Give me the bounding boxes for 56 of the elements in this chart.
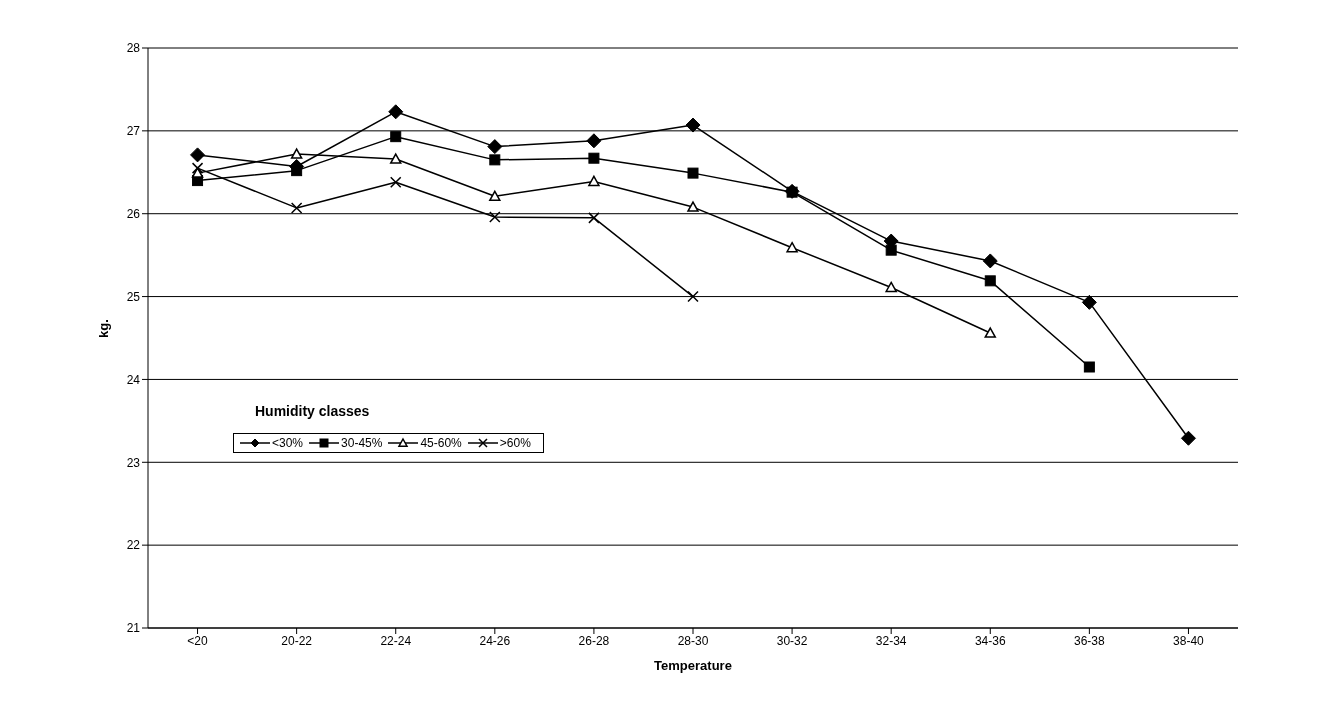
x-tick-label: 38-40	[1173, 633, 1205, 648]
x-tick-label: 32-34	[875, 633, 907, 648]
point	[586, 133, 602, 149]
point	[1180, 430, 1196, 446]
point	[489, 211, 501, 223]
legend-label: >60%	[499, 436, 531, 450]
point	[390, 131, 402, 143]
x-axis-title: Temperature	[654, 658, 732, 673]
point	[190, 147, 206, 163]
point	[786, 241, 798, 253]
point	[489, 154, 501, 166]
y-tick-label: 22	[126, 538, 141, 553]
y-tick-label: 24	[126, 372, 141, 387]
y-tick-label: 23	[126, 455, 141, 470]
point	[1083, 361, 1095, 373]
legend-label: <30%	[272, 436, 304, 450]
y-tick-label: 27	[126, 124, 141, 139]
point	[1081, 294, 1097, 310]
point	[489, 190, 501, 202]
point	[290, 148, 303, 159]
point	[982, 253, 998, 269]
point	[984, 327, 997, 338]
point	[885, 244, 897, 256]
x-tick-label: 36-38	[1074, 633, 1106, 648]
x-tick-label: 30-32	[776, 633, 808, 648]
x-tick-label: 20-22	[281, 633, 313, 648]
x-tick-label: 28-30	[677, 633, 709, 648]
point	[487, 139, 503, 155]
x-tick-label: 24-26	[479, 633, 511, 648]
y-tick-label: 28	[126, 41, 141, 56]
point	[687, 167, 699, 179]
legend-title: Humidity classes	[255, 403, 371, 419]
y-tick-label: 21	[126, 621, 141, 636]
point	[885, 281, 897, 293]
point	[984, 275, 996, 287]
y-tick-label: 26	[126, 206, 141, 221]
legend-label: 45-60%	[420, 436, 462, 450]
point	[389, 176, 402, 188]
x-tick-label: 26-28	[578, 633, 610, 648]
point	[191, 162, 204, 174]
point	[685, 117, 701, 133]
y-tick-label: 25	[126, 289, 141, 304]
x-tick-label: 34-36	[974, 633, 1006, 648]
point	[588, 152, 600, 164]
y-axis-title: kg.	[95, 319, 111, 338]
point	[191, 167, 204, 178]
point	[687, 201, 699, 212]
x-tick-label: 22-24	[380, 633, 412, 648]
point	[388, 104, 404, 120]
x-tick-label: <20	[187, 633, 209, 648]
point	[290, 202, 303, 214]
point	[588, 212, 600, 224]
point	[389, 153, 402, 164]
legend-label: 30-45%	[341, 436, 383, 450]
point	[687, 290, 699, 303]
point	[588, 175, 600, 187]
